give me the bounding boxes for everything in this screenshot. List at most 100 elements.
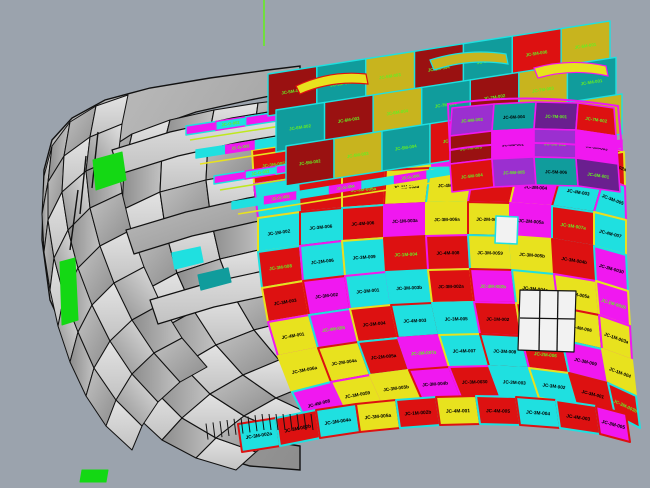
stern-panel[interactable]: JC-6M-004 xyxy=(491,101,537,132)
tagged-panel[interactable]: JC-3M-004 xyxy=(515,396,561,429)
tagged-panel[interactable]: JC-3M-001 xyxy=(344,271,392,310)
panel-label: JC-3M-004 xyxy=(526,410,551,418)
panel-label: JC-3M-009 xyxy=(353,254,377,261)
panel-label: JC-3M-007a xyxy=(411,350,437,357)
panel-label: JC-4M-001 xyxy=(438,183,462,189)
stern-panel[interactable]: JC-5M-005 xyxy=(491,156,537,188)
tagged-panel[interactable]: JC-3M-005 xyxy=(431,301,481,336)
panel-label: JC-3M-002a xyxy=(245,431,273,441)
panel-label: JC-3M-002b xyxy=(284,423,312,434)
tagged-panel[interactable]: JC-4M-003 xyxy=(390,302,440,339)
tagged-panel[interactable]: JC-3M-006 xyxy=(299,207,343,247)
panel-label: JC-4M-003 xyxy=(403,318,427,324)
panel-label: JC-4M-005 xyxy=(322,325,346,333)
tagged-panel-face xyxy=(595,405,631,443)
panel-label: JC-5M-001 xyxy=(281,87,304,95)
tagged-panel[interactable]: JC-3M-005 xyxy=(595,405,631,443)
panel-label: JC-3M-001 xyxy=(581,389,605,400)
highlighted-plate-green xyxy=(79,469,109,483)
panel-label: JC-3M-006a xyxy=(434,217,460,223)
tagged-panel[interactable]: JC-3M-002b xyxy=(469,268,517,304)
tagged-panel[interactable]: JC-3M-003b xyxy=(607,382,641,429)
tagged-panel[interactable]: JC-4M-008 xyxy=(425,234,471,271)
transom-panel xyxy=(494,215,519,245)
frame-tick xyxy=(310,413,314,431)
tagged-panel[interactable]: JC-3M-002a xyxy=(237,417,281,453)
highlighted-plate-cyan xyxy=(171,246,204,270)
tagged-panel-face xyxy=(607,382,641,429)
panel-label: JC-G-006 xyxy=(401,173,421,181)
panel-label: JC-4M-008 xyxy=(307,398,331,409)
frame-tick xyxy=(282,413,286,431)
panel-label: JC-5M-001 xyxy=(580,78,603,86)
panel-label: JC-5M-004 xyxy=(461,172,484,180)
transom-grid-line xyxy=(519,317,576,320)
panel-row-4[interactable]: JC-3M-008 JC-2M-006 JC-3M-009 JC-1M-004 JC-4… xyxy=(257,234,629,292)
panel-label: JC-5M-004 xyxy=(395,143,418,151)
highlighted-plates xyxy=(59,151,232,483)
deck-nose-plate xyxy=(429,51,509,71)
tagged-panel[interactable]: JC-3M-004 xyxy=(349,304,399,343)
panel-label: JC-4M-001 xyxy=(281,331,305,340)
panel-label: JC-3M-0030 xyxy=(598,263,624,275)
panel-label: JC-2M-005a xyxy=(371,353,397,361)
stern-panel[interactable]: JC-7M-001 xyxy=(533,101,579,131)
stern-panel[interactable]: JC-6M-001 xyxy=(575,157,621,193)
panel-label: JC-7M-003 xyxy=(532,85,555,93)
panel-row-3[interactable]: JC-1M-002 JC-3M-006 JC-4M-006 JC-1M-003a JC-… xyxy=(257,201,627,256)
stern-panel[interactable]: JC-5M-004 xyxy=(449,158,495,193)
tagged-panel[interactable]: JC-3M-002a xyxy=(427,268,475,304)
highlighted-plate-green xyxy=(59,257,79,326)
panel-label: JC-6M-003 xyxy=(461,117,484,124)
upper-deck-structure[interactable]: JC-G-002JC-G-004JC-G-006JC-G-002JC-G-004… xyxy=(185,20,625,215)
panel-label: JC-2M-006 xyxy=(311,258,335,266)
panel-label: JC-3M-002b xyxy=(480,284,506,290)
panel-label: JC-7M-001 xyxy=(435,101,458,109)
panel-label: JC-3M-003 xyxy=(273,298,297,307)
panel-label: JC-G-002 xyxy=(271,194,291,202)
stern-transom-opening xyxy=(494,215,577,353)
tagged-panel[interactable]: JC-3M-004a xyxy=(315,403,361,439)
highlighted-plate-teal xyxy=(197,267,232,291)
tagged-panel[interactable]: JC-1M-003a xyxy=(383,202,427,239)
deck-compartment[interactable]: JC-5M-004 xyxy=(381,122,431,172)
frame-tick xyxy=(303,413,307,431)
tagged-panel[interactable]: JC-3M-006a xyxy=(425,201,469,237)
transom-panel xyxy=(517,289,577,353)
chine-panel-row[interactable]: JC-3M-002a JC-3M-002b JC-3M-004a JC-3M-005a… xyxy=(237,395,631,453)
frame-tick xyxy=(212,422,216,439)
panel-label: JC-G-002 xyxy=(221,120,241,128)
panel-label: JC-4M-003 xyxy=(566,188,590,197)
stern-panel[interactable]: JC-5M-006 xyxy=(533,156,579,187)
tagged-panel[interactable]: JC-4M-003 xyxy=(555,399,601,435)
panel-label: JC-3M-004b xyxy=(561,256,587,265)
frame-tick xyxy=(219,421,223,438)
panel-label: JC-5M-006 xyxy=(545,169,568,175)
panel-label: JC-1M-002b xyxy=(404,409,431,417)
panel-label: JC-3M-004a xyxy=(324,417,352,427)
tagged-panel[interactable]: JC-1M-002b xyxy=(595,280,631,327)
frame-tick xyxy=(261,413,265,431)
tagged-panel[interactable]: JC-4M-005 xyxy=(475,395,521,426)
tagged-panel[interactable]: JC-4M-006 xyxy=(341,204,385,242)
panel-label: JC-4M-006 xyxy=(351,220,375,227)
tagged-panel[interactable]: JC-1M-002b xyxy=(395,396,441,429)
panel-label: JC-3M-0059 xyxy=(262,160,288,168)
tagged-panel[interactable]: JC-3M-003b xyxy=(385,269,433,306)
tagged-panel[interactable]: JC-3M-009 xyxy=(341,237,387,277)
tagged-panel[interactable]: JC-1M-002 xyxy=(473,301,522,337)
tagged-panel[interactable]: JC-3M-005a xyxy=(355,399,401,433)
panel-label: JC-5M-005 xyxy=(503,169,526,175)
panel-label: JC-3M-005b xyxy=(383,384,409,392)
deck-compartment[interactable]: JC-5M-002 xyxy=(285,137,335,187)
frame-tick xyxy=(205,423,209,440)
tagged-panel[interactable]: JC-1M-004 xyxy=(383,235,429,273)
panel-label: JC-4M-008 xyxy=(436,250,460,256)
panel-label: JC-3M-004b xyxy=(422,381,448,388)
panel-label: JC-3M-005a xyxy=(350,186,376,193)
tagged-panel[interactable]: JC-4M-001 xyxy=(435,395,481,426)
tagged-panel[interactable]: JC-2M-006 xyxy=(299,240,346,282)
deck-compartment[interactable]: JC-5M-003 xyxy=(333,130,383,180)
